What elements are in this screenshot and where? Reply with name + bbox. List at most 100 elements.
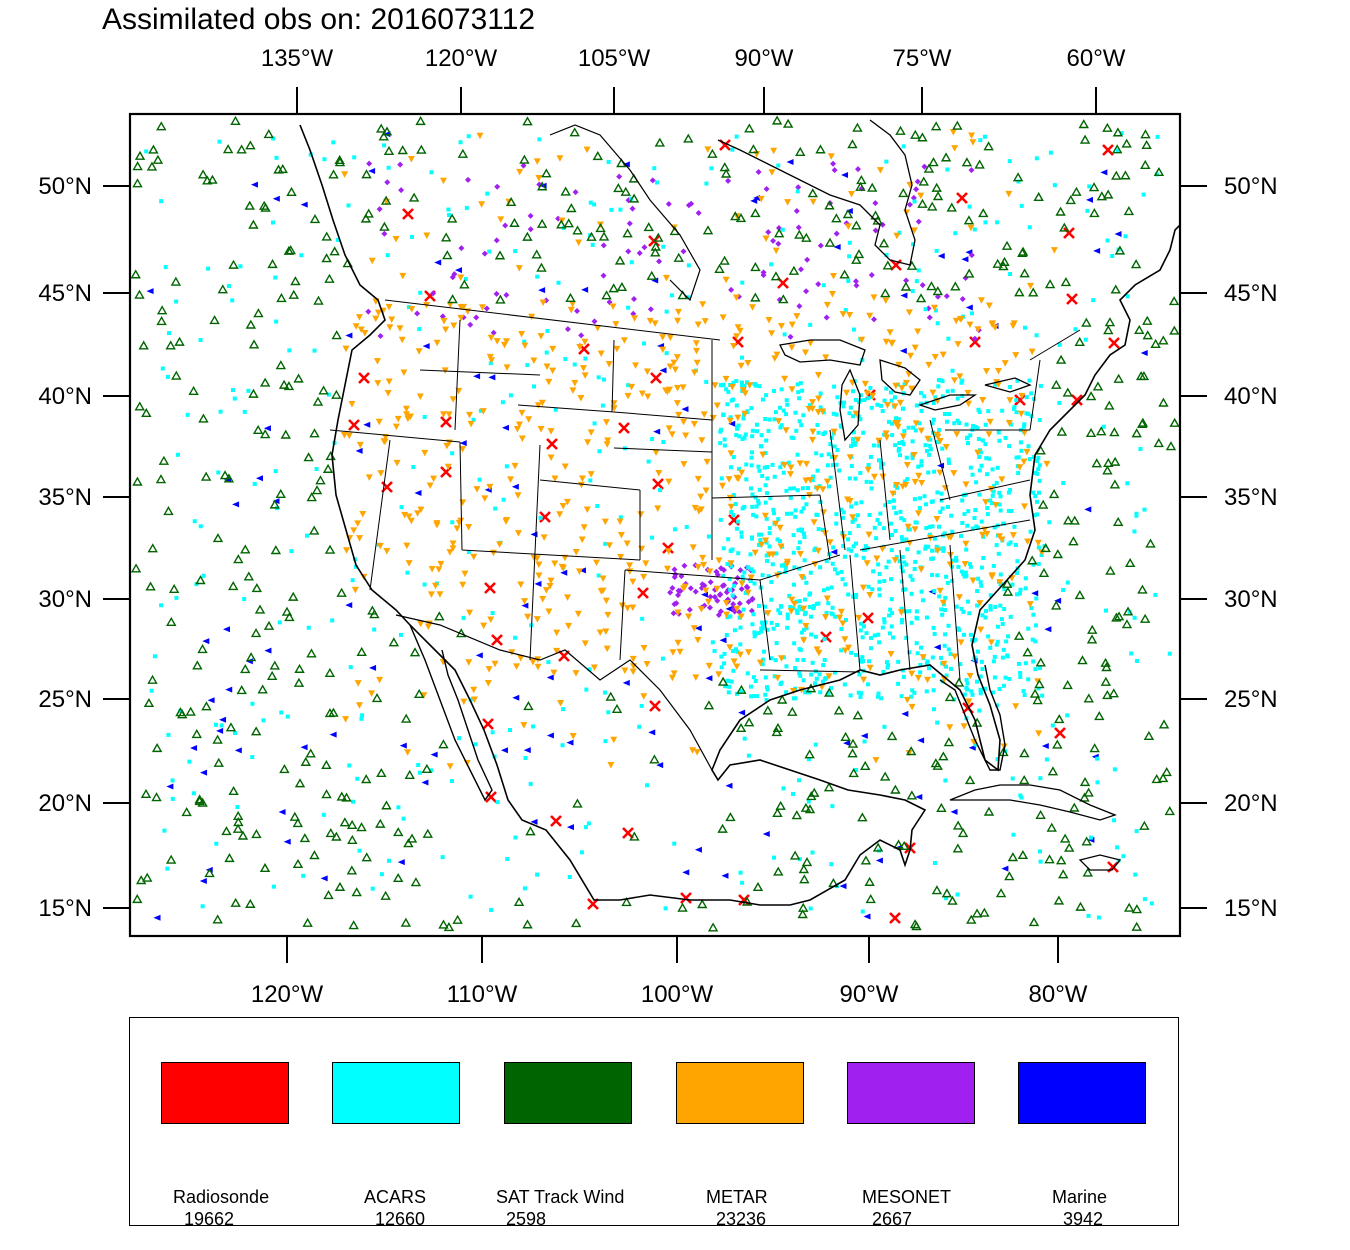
metar-marker — [642, 560, 650, 567]
sat-wind-marker — [225, 722, 237, 732]
acars-marker — [785, 612, 790, 617]
metar-marker — [737, 613, 745, 621]
metar-marker — [954, 341, 962, 348]
sat-wind-marker — [228, 259, 239, 269]
mesonet-marker — [921, 163, 928, 170]
metar-marker — [861, 380, 869, 388]
metar-marker — [524, 613, 532, 621]
acars-marker — [895, 485, 900, 490]
acars-marker — [721, 546, 726, 551]
acars-marker — [940, 394, 945, 399]
sat-wind-marker — [620, 186, 631, 196]
acars-marker — [513, 249, 518, 254]
metar-marker — [465, 659, 473, 666]
metar-marker — [756, 659, 764, 667]
acars-marker — [818, 391, 823, 396]
metar-marker — [404, 749, 412, 756]
metar-marker — [534, 402, 542, 409]
metar-marker — [715, 671, 723, 678]
metar-marker — [556, 511, 564, 518]
acars-marker — [944, 664, 949, 669]
marine-marker — [421, 779, 429, 786]
sat-wind-marker — [1112, 127, 1124, 137]
sat-wind-marker — [336, 587, 347, 597]
acars-marker — [629, 260, 634, 265]
legend-count: 2598 — [506, 1209, 547, 1229]
metar-marker — [466, 411, 474, 419]
metar-marker — [486, 483, 494, 491]
acars-marker — [942, 607, 947, 612]
metar-marker — [624, 605, 632, 612]
sat-wind-marker — [719, 162, 730, 172]
marine-marker — [225, 686, 233, 693]
sat-wind-marker — [556, 219, 567, 229]
metar-marker — [977, 626, 985, 634]
acars-marker — [728, 614, 733, 619]
acars-marker — [719, 665, 724, 670]
acars-marker — [779, 604, 784, 609]
sat-wind-marker — [628, 193, 640, 203]
acars-marker — [1019, 203, 1024, 208]
acars-marker — [858, 417, 863, 422]
metar-marker — [535, 572, 543, 579]
sat-wind-marker — [404, 769, 415, 779]
sat-wind-marker — [252, 424, 264, 435]
metar-marker — [726, 644, 734, 651]
sat-wind-marker — [915, 293, 927, 303]
acars-marker — [488, 361, 493, 366]
metar-marker — [951, 145, 959, 152]
metar-marker — [348, 400, 356, 408]
acars-marker — [1142, 507, 1147, 512]
acars-marker — [165, 866, 170, 871]
marine-marker — [622, 679, 630, 686]
acars-marker — [869, 486, 874, 491]
marine-marker — [917, 737, 925, 744]
sat-wind-marker — [1014, 287, 1025, 297]
acars-marker — [804, 502, 809, 507]
bottom-axis-label: 120°W — [251, 981, 324, 1008]
acars-marker — [508, 393, 513, 398]
acars-marker — [738, 625, 743, 630]
marine-marker — [475, 652, 483, 659]
sat-wind-marker — [339, 817, 351, 827]
metar-marker — [774, 674, 782, 682]
acars-marker — [382, 143, 387, 148]
acars-marker — [861, 430, 866, 435]
sat-wind-marker — [1123, 206, 1135, 216]
metar-marker — [918, 479, 926, 487]
acars-marker — [789, 511, 794, 516]
acars-marker — [932, 631, 937, 636]
sat-wind-marker — [522, 919, 533, 929]
acars-marker — [242, 596, 247, 601]
sat-wind-marker — [1074, 589, 1086, 600]
metar-marker — [873, 555, 881, 563]
sat-wind-marker — [260, 202, 271, 212]
acars-marker — [944, 574, 949, 579]
sat-wind-marker — [944, 691, 956, 702]
acars-marker — [808, 591, 813, 596]
sat-wind-marker — [964, 775, 976, 785]
sat-wind-marker — [586, 231, 597, 241]
metar-marker — [789, 687, 797, 695]
metar-marker — [408, 306, 416, 313]
acars-marker — [809, 632, 814, 637]
acars-marker — [970, 526, 975, 531]
acars-marker — [728, 415, 733, 420]
acars-marker — [952, 421, 957, 426]
top-axis-label: 90°W — [735, 45, 794, 72]
metar-marker — [955, 594, 963, 601]
marine-marker — [863, 913, 871, 920]
acars-marker — [592, 202, 597, 207]
sat-wind-marker — [292, 858, 304, 869]
acars-marker — [950, 529, 955, 534]
sat-wind-marker — [1029, 688, 1041, 698]
acars-marker — [801, 506, 806, 511]
marine-marker — [521, 602, 529, 609]
sat-wind-marker — [421, 763, 433, 773]
acars-marker — [646, 459, 651, 464]
metar-marker — [584, 439, 592, 446]
acars-swatch — [332, 1062, 460, 1124]
sat-wind-marker — [1102, 122, 1113, 132]
metar-marker — [839, 311, 847, 318]
acars-marker — [887, 499, 892, 504]
